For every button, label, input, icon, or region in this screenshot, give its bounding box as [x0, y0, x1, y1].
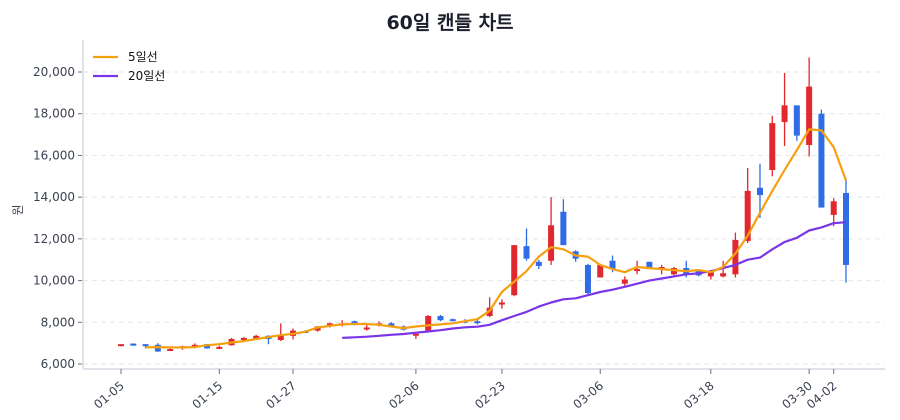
candle-body-up — [806, 86, 813, 145]
candle-body-down — [609, 260, 616, 270]
x-tick-label: 01-15 — [190, 379, 226, 412]
candle-body-down — [818, 113, 825, 208]
candle-body-up — [830, 201, 837, 215]
y-axis-label: 원 — [11, 204, 25, 215]
candle-body-up — [732, 239, 739, 275]
y-tick-label: 20,000 — [33, 65, 75, 79]
candle-body-down — [756, 187, 763, 196]
candle-body-down — [437, 316, 444, 321]
y-tick-label: 10,000 — [33, 274, 75, 288]
candle-body-down — [523, 246, 530, 259]
candle-body-down — [388, 323, 395, 327]
ma5-line — [145, 128, 848, 349]
candle-body-up — [216, 346, 223, 349]
candle-body-up — [597, 264, 604, 278]
candle-body-up — [412, 333, 419, 336]
candle-body-up — [498, 302, 505, 305]
candle-body-down — [130, 343, 137, 346]
candle-body-down — [351, 321, 358, 324]
candle-body-up — [621, 279, 628, 284]
y-tick-label: 16,000 — [33, 148, 75, 162]
candle-body-down — [584, 264, 591, 294]
candle-body-up — [769, 123, 776, 171]
candle-body-down — [474, 321, 481, 324]
x-tick-label: 01-05 — [91, 379, 127, 412]
candle-body-up — [744, 190, 751, 241]
x-tick-label: 02-06 — [386, 379, 422, 412]
chart-title: 60일 캔들 차트 — [386, 12, 514, 34]
candle-body-up — [277, 335, 284, 341]
candle-body-up — [511, 245, 518, 296]
candle-body-up — [363, 327, 370, 330]
candle-body-down — [560, 211, 567, 246]
candle-body-up — [425, 316, 432, 332]
x-tick-label: 03-06 — [570, 379, 606, 412]
candle-body-up — [720, 273, 727, 277]
y-tick-label: 14,000 — [33, 190, 75, 204]
x-tick-label: 01-27 — [263, 379, 299, 412]
x-tick-label: 03-18 — [681, 379, 717, 412]
candle-body-up — [191, 344, 198, 347]
ma20-line — [342, 221, 847, 339]
candle-body-down — [535, 261, 542, 266]
candle-body-up — [634, 269, 641, 272]
legend-ma20-label: 20일선 — [128, 69, 165, 83]
candle-body-up — [253, 335, 260, 339]
y-tick-label: 18,000 — [33, 107, 75, 121]
candle-body-down — [449, 319, 456, 322]
candle-body-down — [646, 261, 653, 269]
candle-body-up — [167, 348, 174, 351]
candle-body-up — [781, 105, 788, 123]
y-tick-label: 12,000 — [33, 232, 75, 246]
candle-body-up — [118, 344, 124, 347]
candle-body-up — [240, 337, 247, 341]
candle-body-down — [843, 192, 849, 265]
candle-body-up — [707, 272, 714, 277]
candle-body-up — [548, 225, 555, 261]
candle-body-down — [142, 344, 149, 347]
x-tick-label: 02-23 — [472, 379, 508, 412]
legend-ma5-label: 5일선 — [128, 50, 158, 64]
y-tick-label: 6,000 — [41, 357, 75, 371]
y-tick-label: 8,000 — [41, 315, 75, 329]
candle-body-down — [793, 105, 800, 136]
